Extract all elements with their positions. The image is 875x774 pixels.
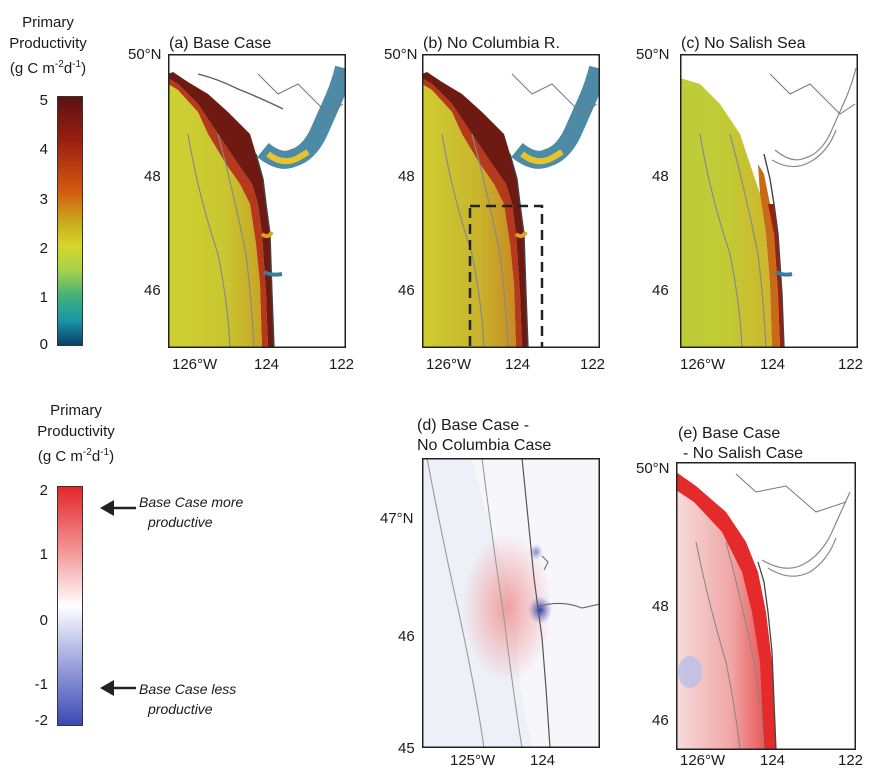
colorbar-bottom-title: Primary Productivity (g C m-2d-1) (28, 400, 124, 467)
panel-a-lat-46: 46 (144, 282, 161, 299)
colorbar-top-title-line3: (g C m-2d-1) (9, 59, 87, 77)
panel-a-lon-124: 124 (254, 356, 280, 373)
panel-c-lon-122: 122 (838, 356, 864, 373)
note-less-productive-line1: Base Case less (139, 681, 237, 697)
panel-c-lon-124: 124 (760, 356, 786, 373)
colorbar-top (57, 96, 83, 346)
panel-d-lat-45: 45 (398, 740, 415, 757)
panel-d-title-line2: No Columbia Case (417, 437, 552, 454)
colorbar-top-tick-5: 5 (39, 92, 48, 109)
colorbar-bottom (57, 486, 83, 726)
panel-c-lat-48: 48 (652, 168, 669, 185)
panel-b-zoom-box (468, 204, 544, 348)
colorbar-top-tick-0: 0 (39, 336, 48, 353)
arrow-more-productive-icon (100, 500, 136, 516)
arrow-less-productive-icon (100, 680, 136, 696)
panel-d-lon-124: 124 (530, 752, 556, 769)
note-more-productive-line1: Base Case more (139, 494, 244, 510)
colorbar-top-tick-1: 1 (39, 289, 48, 306)
colorbar-top-tick-4: 4 (39, 141, 48, 158)
panel-e-lon-122: 122 (838, 752, 864, 769)
panel-c-map (680, 54, 858, 348)
panel-b-lat-46: 46 (398, 282, 415, 299)
panel-b-title: (b) No Columbia R. (423, 35, 560, 52)
panel-a-title: (a) Base Case (169, 35, 272, 52)
panel-d-map (422, 458, 600, 748)
colorbar-bottom-tick-0: 0 (39, 612, 48, 629)
panel-a-lat-50-text: 50°N (128, 46, 162, 63)
panel-e-map (676, 462, 856, 750)
panel-c-lon-126: 126°W (680, 356, 726, 373)
colorbar-bottom-tick-1: 1 (39, 546, 48, 563)
panel-e-lon-124: 124 (760, 752, 786, 769)
panel-d-lon-125: 125°W (450, 752, 496, 769)
panel-b-lon-124: 124 (505, 356, 531, 373)
colorbar-bottom-tick-neg1: -1 (34, 676, 48, 693)
colorbar-top-title: Primary Productivity (g C m-2d-1) (0, 12, 96, 79)
panel-a-lat-48: 48 (144, 168, 161, 185)
panel-a-lon-126: 126°W (172, 356, 218, 373)
panel-e-lat-50: 50°N (636, 460, 670, 477)
panel-e-title-line2: - No Salish Case (683, 445, 804, 462)
colorbar-bottom-title-line3: (g C m-2d-1) (37, 447, 115, 465)
panel-b-lat-50: 50°N (384, 46, 418, 63)
colorbar-top-tick-2: 2 (39, 240, 48, 257)
colorbar-bottom-title-line2: Productivity (37, 423, 115, 440)
panel-e-title-line1: (e) Base Case (678, 425, 781, 442)
colorbar-bottom-tick-2: 2 (39, 482, 48, 499)
colorbar-bottom-title-line1: Primary (50, 402, 102, 419)
panel-c-lat-46: 46 (652, 282, 669, 299)
panel-b-lon-122: 122 (580, 356, 606, 373)
colorbar-bottom-tick-neg2: -2 (34, 712, 48, 729)
panel-e-lat-48: 48 (652, 598, 669, 615)
colorbar-top-tick-3: 3 (39, 191, 48, 208)
panel-b-map (422, 54, 600, 348)
panel-a-lon-122: 122 (329, 356, 355, 373)
panel-c-title: (c) No Salish Sea (681, 35, 806, 52)
panel-d-title-line1: (d) Base Case - (417, 417, 530, 434)
panel-a-lat-50: 50°N (128, 46, 162, 63)
note-more-productive-line2: productive (148, 514, 213, 530)
colorbar-top-title-line1: Primary (22, 14, 74, 31)
panel-e-lon-126: 126°W (680, 752, 726, 769)
colorbar-top-title-line2: Productivity (9, 35, 87, 52)
panel-d-lat-47: 47°N (380, 510, 414, 527)
panel-b-lat-48: 48 (398, 168, 415, 185)
panel-b-lon-126: 126°W (426, 356, 472, 373)
panel-a-map (168, 54, 346, 348)
panel-c-lat-50: 50°N (636, 46, 670, 63)
panel-e-lat-46: 46 (652, 712, 669, 729)
note-less-productive-line2: productive (148, 701, 213, 717)
panel-d-lat-46: 46 (398, 628, 415, 645)
